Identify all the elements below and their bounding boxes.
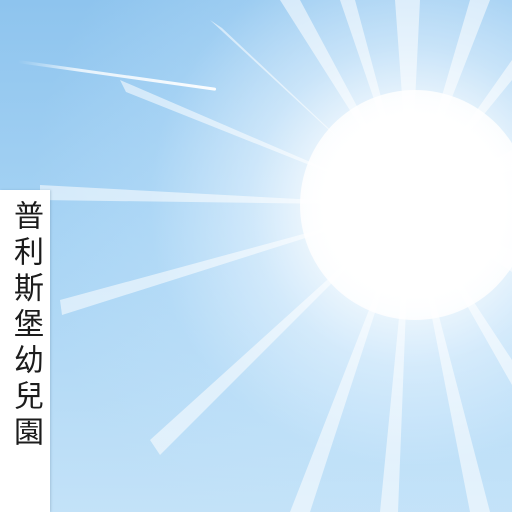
kindergarten-sign: 普利斯堡幼兒園 [0, 190, 50, 512]
sun [300, 90, 512, 320]
sign-text: 普利斯堡幼兒園 [8, 200, 43, 452]
